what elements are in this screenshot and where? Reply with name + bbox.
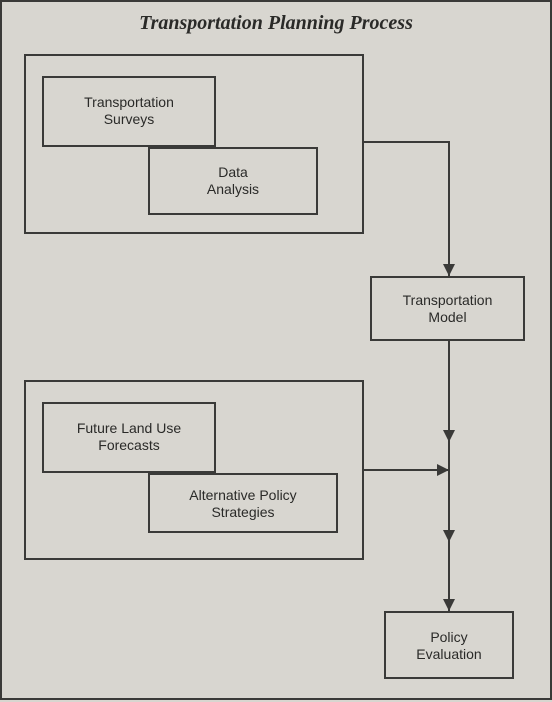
node-forecasts-label: Future Land UseForecasts [42,420,216,454]
diagram-canvas: Transportation Planning Process Transpor… [0,0,552,700]
node-evaluation-label: PolicyEvaluation [384,629,514,663]
node-surveys-label: TransportationSurveys [42,94,216,128]
node-model-text: TransportationModel [403,292,493,325]
node-strategies-text: Alternative PolicyStrategies [189,487,296,520]
node-forecasts-text: Future Land UseForecasts [77,420,181,453]
node-strategies-label: Alternative PolicyStrategies [148,487,338,521]
diagram-title: Transportation Planning Process [2,12,550,35]
node-model-label: TransportationModel [370,292,525,326]
node-evaluation-text: PolicyEvaluation [416,629,481,662]
node-data-analysis-text: DataAnalysis [207,164,259,197]
node-data-analysis-label: DataAnalysis [148,164,318,198]
node-surveys-text: TransportationSurveys [84,94,174,127]
